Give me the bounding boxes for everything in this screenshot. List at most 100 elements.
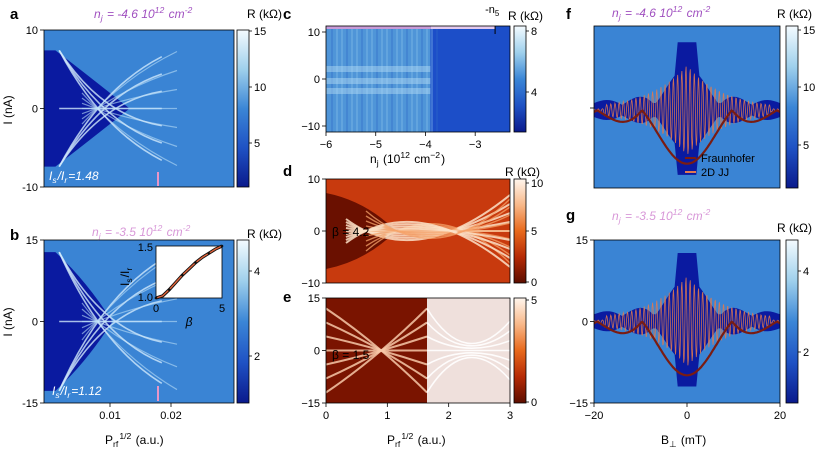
f-2djj-fit (594, 66, 780, 154)
b-x-axis-label: Prf 1/2 (a.u.) (105, 431, 164, 449)
c-heatmap (326, 26, 510, 132)
c-range-bar (326, 26, 431, 29)
b-colorbar-tick-label: 2 (254, 351, 260, 363)
f-colorbar-tick-label: 10 (803, 82, 815, 94)
e-x-tick-label: 0 (323, 410, 329, 422)
d-y-tick-label: 10 (308, 174, 320, 186)
d-beta-label: β = 4.2 (332, 225, 370, 239)
f-fraunhofer-fit (594, 109, 780, 165)
g-x-tick-label: −20 (585, 410, 604, 422)
e-colorbar-tick-label: 5 (531, 295, 537, 307)
d-colorbar-label: R (kΩ) (505, 165, 540, 179)
e-theory-line (426, 321, 510, 347)
b-inset-point (207, 251, 211, 255)
e-colorbar-tick-label: 0 (531, 397, 537, 409)
f-legend-label: 2D JJ (701, 167, 729, 179)
e-heatmap (326, 298, 510, 403)
c-x-tick-label: −3 (469, 139, 482, 151)
a-colorbar-tick-label: 15 (254, 26, 266, 38)
a-step-line (81, 50, 178, 125)
b-inset-y-tick-label: 1.5 (138, 242, 153, 254)
b-inset-point (154, 296, 158, 300)
b-step-line (81, 298, 178, 329)
f-legend-label: Fraunhofer (701, 153, 755, 165)
e-colorbar (513, 297, 527, 404)
g-colorbar-tick-label: 4 (803, 266, 809, 278)
b-y-tick-label: 15 (26, 235, 38, 247)
e-step-line (326, 321, 428, 380)
d-y-tick-label: −10 (301, 278, 320, 290)
a-y-axis-label: I (nA) (1, 95, 15, 124)
f-density-label: nj = -4.6 1012 cm-2 (612, 4, 711, 22)
f-colorbar-label: R (kΩ) (777, 7, 812, 21)
g-colorbar-label: R (kΩ) (777, 221, 812, 235)
a-step-line (58, 50, 163, 162)
c-horizontal-band (326, 66, 431, 72)
f-colorbar (785, 25, 799, 189)
panel-label-g: g (566, 207, 575, 224)
b-y-tick-label: -15 (22, 398, 38, 410)
c-colorbar (513, 25, 527, 133)
b-inset-x-tick-label: 5 (219, 303, 225, 315)
a-ratio-label: Is /Ir =1.48 (49, 169, 99, 185)
a-colorbar-tick-label: 10 (254, 82, 266, 94)
b-step-line (81, 314, 178, 345)
g-2djj-fit (594, 277, 780, 366)
e-theory-line (426, 354, 510, 380)
b-y-tick-label: 0 (32, 317, 38, 329)
a-y-tick-label: -10 (22, 182, 38, 194)
panel-label-f: f (566, 6, 572, 23)
c-x-tick-label: −4 (419, 139, 432, 151)
b-inset-point (220, 244, 224, 248)
d-colorbar-tick-label: 10 (531, 178, 543, 190)
panel-label-c: c (283, 6, 291, 23)
b-inset-frame (155, 245, 223, 299)
a-step-line (58, 49, 162, 127)
c-colorbar-tick-label: 4 (531, 87, 537, 99)
a-y-tick-label: 0 (32, 104, 38, 116)
e-step-line (326, 321, 428, 380)
b-inset-point (167, 288, 171, 291)
e-y-tick-label: 15 (308, 293, 320, 305)
f-frame (593, 25, 781, 189)
b-inset-x-tick-label: 0 (153, 303, 159, 315)
b-inset-y-axis-label: Is /Ir (118, 267, 134, 286)
a-step-line (81, 69, 178, 120)
c-n5-label: -n5 (485, 4, 500, 18)
b-colorbar-label: R (kΩ) (247, 227, 282, 241)
g-y-tick-label: 0 (582, 317, 588, 329)
g-x-axis-label: B⊥ (mT) (661, 433, 706, 449)
a-colorbar-tick-label: 5 (254, 138, 260, 150)
c-x-axis-label: nj (1012 cm−2 ) (370, 150, 445, 168)
d-colorbar (513, 178, 527, 284)
f-colorbar-tick-label: 15 (803, 25, 815, 37)
g-density-label: nj = -3.5 1012 cm-2 (612, 207, 711, 225)
a-heatmap (44, 30, 234, 187)
panel-label-b: b (10, 227, 19, 244)
a-step-line (58, 73, 163, 167)
c-colorbar-tick-label: 8 (531, 26, 537, 38)
panel-label-e: e (283, 289, 291, 306)
e-theory-line (426, 356, 510, 393)
a-step-line (81, 88, 178, 115)
e-x-axis-label: Prf 1/2 (a.u.) (387, 431, 446, 449)
a-colorbar-label: R (kΩ) (247, 7, 282, 21)
g-y-tick-label: 15 (576, 235, 588, 247)
e-step-line (326, 307, 428, 394)
c-range-bar (430, 26, 496, 29)
e-y-tick-label: 0 (314, 346, 320, 358)
b-inset-fit-line (155, 245, 223, 299)
d-colorbar-tick-label: 5 (531, 226, 537, 238)
b-x-tick-label: 0.01 (99, 410, 120, 422)
b-inset-point (194, 261, 197, 264)
c-colorbar-label: R (kΩ) (508, 9, 543, 23)
b-inset-y-tick-label: 1.0 (138, 292, 153, 304)
g-y-tick-label: −15 (569, 398, 588, 410)
b-x-tick-label: 0.02 (160, 410, 181, 422)
e-y-tick-label: −15 (301, 398, 320, 410)
e-beta-label: β = 1.5 (332, 348, 370, 362)
b-step-line (58, 279, 163, 392)
a-colorbar (236, 29, 250, 188)
